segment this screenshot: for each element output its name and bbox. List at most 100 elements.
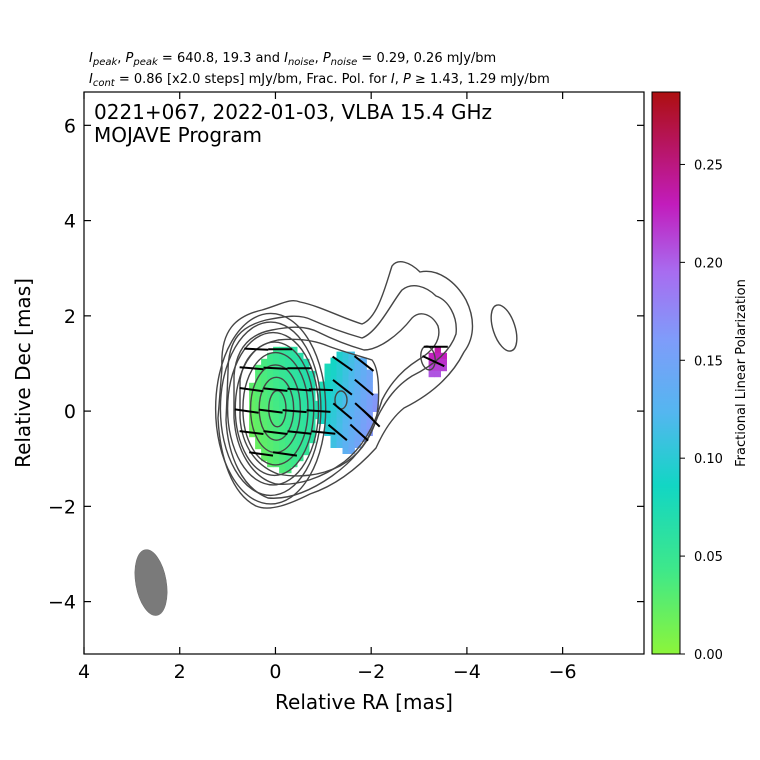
pol-pixel-core [285,418,292,426]
pol-pixel-core [261,388,268,396]
pol-pixel-outer-knot [434,346,441,354]
contour-jet-outer [217,261,474,509]
pol-pixel-core [303,382,310,390]
pol-pixel-jet [360,417,367,424]
pol-pixel-jet [348,357,355,364]
pol-pixel-jet [372,405,379,412]
pol-pixel-jet [318,393,325,400]
pol-pixel-core [285,352,292,360]
pol-pixel-jet [354,429,361,436]
pol-pixel-jet [330,411,337,418]
evpa-vector [306,409,331,413]
pol-pixel-jet [348,429,355,436]
pol-pixel-core [267,400,274,408]
pol-pixel-jet [342,417,349,424]
pol-pixel-core [279,448,286,456]
pol-pixel-jet [342,351,349,358]
pol-pixel-jet [330,387,337,394]
y-axis-label: Relative Dec [mas] [11,278,35,468]
pol-pixel-core [261,376,268,384]
pol-pixel-core [273,352,280,360]
pol-pixel-core [291,388,298,396]
pol-pixel-jet [342,369,349,376]
pol-pixel-jet [336,369,343,376]
pol-pixel-core [303,370,310,378]
pol-pixel-core [285,388,292,396]
pol-pixel-core [267,418,274,426]
pol-pixel-jet [342,381,349,388]
x-tick-label: 2 [174,661,186,683]
pol-pixel-jet [318,405,325,412]
pol-pixel-jet [330,405,337,412]
pol-pixel-core [267,358,274,366]
pol-pixel-core [267,436,274,444]
evpa-vector [239,366,264,371]
pol-pixel-core [249,412,256,420]
axes: 4 2 0 −2 −4 −6 6 4 2 0 −2 −4 [48,92,644,683]
evpa-vector [249,451,274,457]
pol-pixel-core [309,382,316,390]
pol-pixel-jet [348,375,355,382]
pol-pixel-core [261,436,268,444]
pol-pixel-jet [354,405,361,412]
pol-pixel-outer-knot [434,358,441,366]
pol-pixel-jet [366,411,373,418]
chart-title-line2: MOJAVE Program [94,123,262,147]
pol-pixel-core [285,424,292,432]
pol-pixel-core [309,418,316,426]
pol-pixel-core [255,376,262,384]
pol-pixel-jet [348,399,355,406]
pol-pixel-jet [354,381,361,388]
pol-pixel-core [261,424,268,432]
pol-pixel-core [279,418,286,426]
pol-pixel-core [279,466,286,474]
pol-pixel-jet [336,441,343,448]
x-axis-label: Relative RA [mas] [275,690,453,714]
pol-pixel-core [297,370,304,378]
pol-pixel-jet [342,447,349,454]
pol-pixel-core [297,358,304,366]
pol-pixel-core [303,400,310,408]
pol-pixel-core [255,400,262,408]
pol-pixel-core [279,382,286,390]
plot-area: 4 2 0 −2 −4 −6 6 4 2 0 −2 −4 0221+067, 2022-01-03, … [48,91,645,683]
pol-pixel-jet [366,393,373,400]
pol-pixel-jet [330,423,337,430]
pol-pixel-jet [372,399,379,406]
evpa-vector [311,430,336,435]
pol-pixel-core [273,388,280,396]
pol-pixel-outer-knot [428,370,435,378]
y-tick-label: 6 [64,115,76,137]
pol-pixel-jet [366,399,373,406]
pol-pixel-jet [360,411,367,418]
pol-pixel-jet [348,441,355,448]
pol-pixel-jet [360,375,367,382]
pol-pixel-core [303,394,310,402]
evpa-vector [308,388,333,392]
pol-pixel-core [273,382,280,390]
pol-pixel-core [291,412,298,420]
evpa-vector [258,408,283,414]
pol-pixel-jet [324,399,331,406]
pol-pixel-jet [342,393,349,400]
pol-pixel-core [273,394,280,402]
pol-pixel-core [285,412,292,420]
pol-pixel-core [291,382,298,390]
pol-pixel-jet [360,429,367,436]
pol-pixel-core [303,406,310,414]
pol-pixel-outer-knot [440,364,447,372]
chart-title-line1: 0221+067, 2022-01-03, VLBA 15.4 GHz [94,100,492,124]
pol-pixel-core [285,430,292,438]
colorbar-tick-label: 0.00 [694,648,723,663]
pol-pixel-core [279,400,286,408]
pol-pixel-core [267,388,274,396]
pol-pixel-jet [330,357,337,364]
pol-pixel-core [261,394,268,402]
pol-pixel-jet [360,435,367,442]
pol-pixel-core [279,424,286,432]
evpa-vector [332,379,353,396]
pol-pixel-jet [360,393,367,400]
pol-pixel-core [285,454,292,462]
pol-pixel-jet [354,375,361,382]
